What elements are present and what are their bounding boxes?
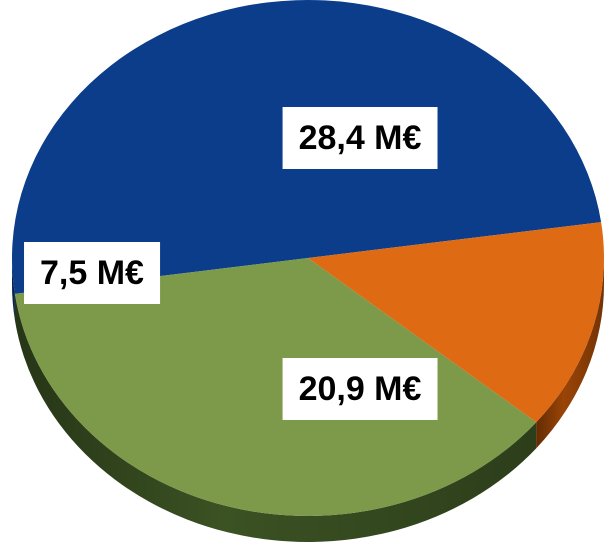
pie-data-label-text-2: 7,5 M€: [40, 254, 144, 292]
pie-data-labels: 28,4 M€ 20,9 M€ 7,5 M€: [24, 107, 438, 420]
pie-data-label-text-0: 28,4 M€: [299, 119, 422, 157]
pie-side-shade-1: [14, 293, 537, 543]
pie-data-label-box-0: [282, 107, 438, 169]
pie-data-label-box-1: [282, 358, 438, 420]
pie-slice-1: [14, 258, 537, 517]
pie-side-shade-2: [536, 258, 604, 449]
pie-data-label-box-2: [24, 242, 161, 304]
pie-side-shade-0: [12, 258, 15, 320]
pie-side-walls: [12, 258, 604, 543]
pie-data-label-text-1: 20,9 M€: [299, 370, 422, 408]
pie-slice-2: [308, 222, 604, 423]
